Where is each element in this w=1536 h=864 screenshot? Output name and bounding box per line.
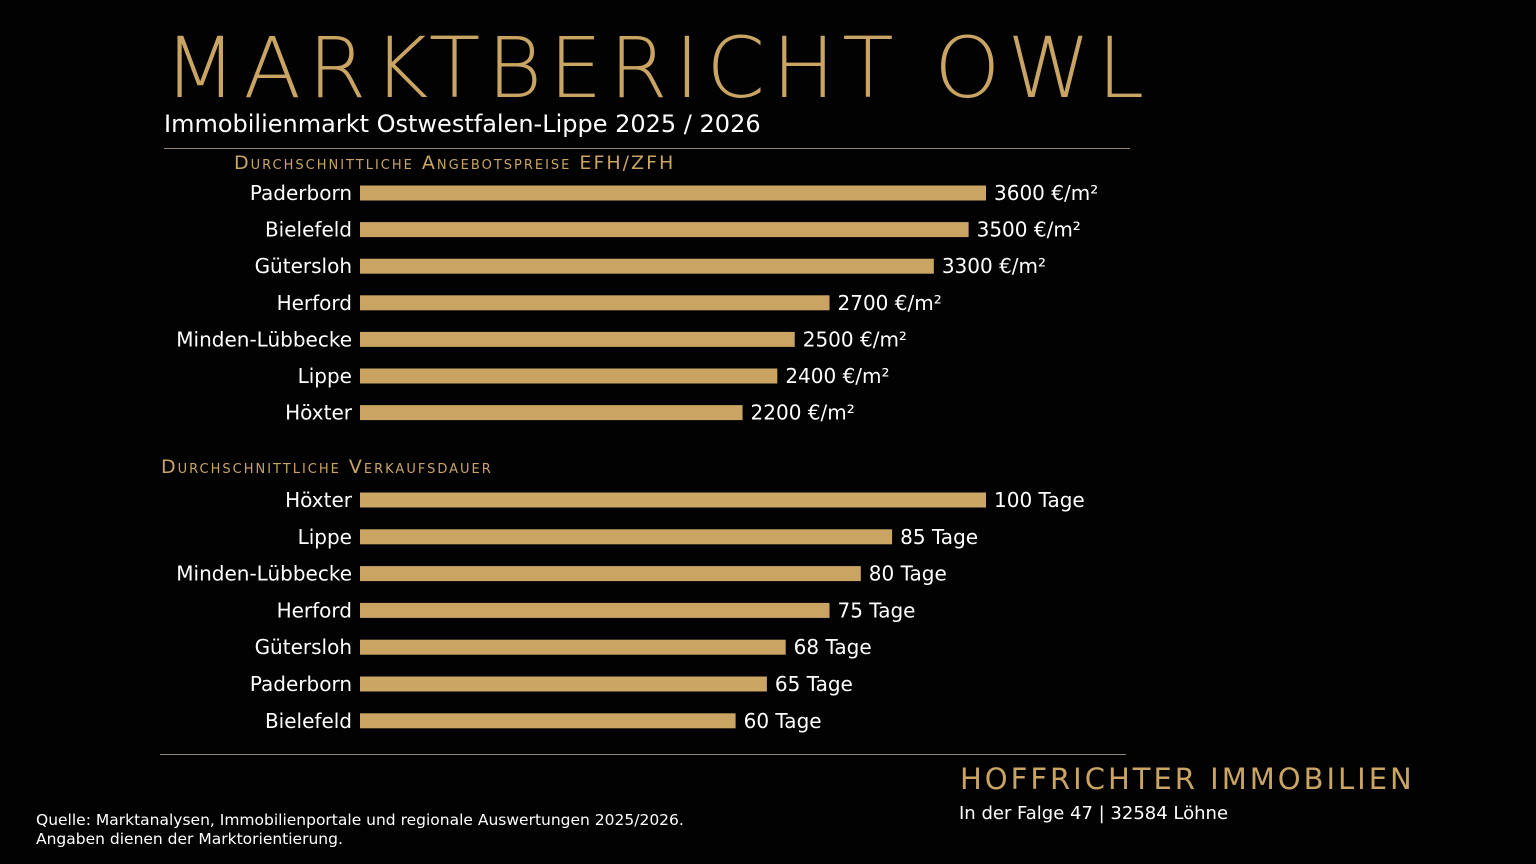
value-label: 2400 €/m² [785,364,889,388]
bar [360,602,830,618]
bar [360,566,861,582]
category-label: Gütersloh [255,254,352,278]
bar [360,295,830,311]
category-label: Gütersloh [255,635,352,659]
bar [360,529,893,545]
bottom-divider [160,754,1126,755]
bar [360,331,795,347]
value-label: 2200 €/m² [751,401,855,425]
value-label: 2500 €/m² [803,327,907,351]
value-label: 68 Tage [794,635,872,659]
bar [360,258,934,274]
page-title: MARKTBERICHT OWL [164,19,1152,117]
category-label: Paderborn [250,672,352,696]
company-name: HOFFRICHTER IMMOBILIEN [960,762,1415,796]
value-label: 3300 €/m² [942,254,1046,278]
category-label: Lippe [298,525,352,549]
bar [360,368,778,384]
category-label: Minden-Lübbecke [176,327,352,351]
category-label: Höxter [285,401,353,425]
chart-title-prices: Durchschnittliche Angebotspreise EFH/ZFH [234,152,676,174]
category-label: Bielefeld [265,218,352,242]
category-label: Herford [277,291,352,315]
bar [360,222,969,238]
value-label: 3500 €/m² [977,218,1081,242]
value-label: 2700 €/m² [838,291,942,315]
category-label: Paderborn [250,181,352,205]
category-label: Bielefeld [265,709,352,733]
value-label: 3600 €/m² [994,181,1098,205]
chart-title-duration: Durchschnittliche Verkaufsdauer [161,456,493,478]
bar [360,185,986,201]
bar [360,639,786,655]
company-address: In der Falge 47 | 32584 Löhne [959,803,1229,824]
top-divider [164,148,1130,149]
category-label: Herford [277,598,352,622]
page-subtitle: Immobilienmarkt Ostwestfalen-Lippe 2025 … [164,110,761,138]
value-label: 65 Tage [775,672,853,696]
source-note: Quelle: Marktanalysen, Immobilienportale… [36,811,684,849]
value-label: 100 Tage [994,488,1085,512]
source-line-1: Quelle: Marktanalysen, Immobilienportale… [36,811,684,829]
value-label: 85 Tage [900,525,978,549]
bar [360,492,986,508]
bar [360,405,743,421]
value-label: 60 Tage [744,709,822,733]
bar [360,713,736,729]
value-label: 80 Tage [869,562,947,586]
category-label: Lippe [298,364,352,388]
bar [360,676,767,692]
category-label: Höxter [285,488,353,512]
source-line-2: Angaben dienen der Marktorientierung. [36,830,343,848]
category-label: Minden-Lübbecke [176,562,352,586]
value-label: 75 Tage [838,598,916,622]
